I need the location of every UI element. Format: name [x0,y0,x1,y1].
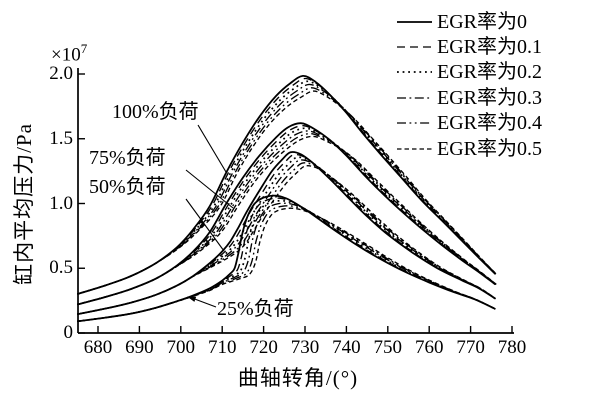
legend: EGR率为0 EGR率为0.1 EGR率为0.2 EGR率为0.3 EGR率为0.4 EG… [396,9,542,161]
y-tick-label: 1.5 [49,127,73,149]
x-tick-label: 750 [373,337,403,358]
tick-marks [78,73,513,334]
annotation-leader-lines [185,124,234,308]
x-tick-label: 680 [83,337,113,358]
legend-item-label: EGR率为0.2 [437,61,542,84]
x-tick-label: 780 [497,337,527,358]
legend-item: EGR率为0.3 [396,85,542,110]
x-tick-label: 770 [456,337,485,358]
y-tick-label: 0.5 [49,257,73,279]
leader-line-load-75 [185,169,234,209]
legend-item: EGR率为0 [396,9,542,34]
annotation-load-50: 50%负荷 [89,176,166,198]
curve-100pct-egr-0.5 [77,90,497,295]
curve-100pct-egr-0 [77,75,497,295]
legend-item-label: EGR率为0.3 [437,86,542,109]
annotation-load-75: 75%负荷 [89,147,166,169]
annotation-load-25: 25%负荷 [217,298,294,320]
curve-50pct-egr-0.2 [77,156,496,316]
leader-line-load-100 [197,124,227,173]
arrowhead-load-25-icon [187,296,197,302]
curve-75pct-egr-0 [77,122,496,306]
legend-item: EGR率为0.4 [396,111,542,136]
legend-item-label: EGR率为0.1 [437,36,542,59]
y-axis-title: 缸内平均压力/Pa [12,123,36,285]
legend-item-label: EGR率为0.4 [437,112,542,135]
curve-25pct-egr-0.2 [77,199,496,323]
x-tick-label: 700 [166,337,196,358]
y-tick-label: 0 [63,322,74,343]
curve-50pct-egr-0 [77,151,496,316]
leader-line-load-50 [185,198,225,252]
legend-line-sample-dashdot [397,97,432,99]
legend-line-sample-solid [397,20,432,23]
legend-item: EGR率为0.1 [396,34,542,59]
legend-line-sample-dash [397,46,432,48]
legend-item: EGR率为0.5 [396,136,542,161]
curve-50pct-egr-0.3 [77,159,496,315]
y-axis-scale-label: ×107 [51,41,88,66]
leader-line-load-25 [191,297,217,308]
legend-line-sample-dashdotdot [397,122,432,124]
x-tick-label: 720 [249,337,278,358]
axes [77,68,514,334]
x-tick-label: 690 [125,337,154,358]
legend-item: EGR率为0.2 [396,60,542,85]
annotation-load-100: 100%负荷 [112,101,199,123]
x-tick-label: 710 [207,337,237,358]
y-tick-label: 1.0 [49,192,73,214]
legend-line-sample-dot [397,71,432,74]
y-tick-label: 2.0 [49,63,73,84]
curve-75pct-egr-0.3 [77,130,497,306]
legend-line-sample-shortdash [397,147,432,150]
x-tick-label: 730 [290,337,320,358]
legend-item-label: EGR率为0 [437,10,527,33]
legend-item-label: EGR率为0.5 [437,137,542,160]
x-tick-label: 760 [414,337,444,358]
x-axis-title: 曲轴转角/(°) [237,366,359,390]
curve-100pct-egr-0.3 [77,83,497,295]
x-tick-label: 740 [332,337,361,358]
